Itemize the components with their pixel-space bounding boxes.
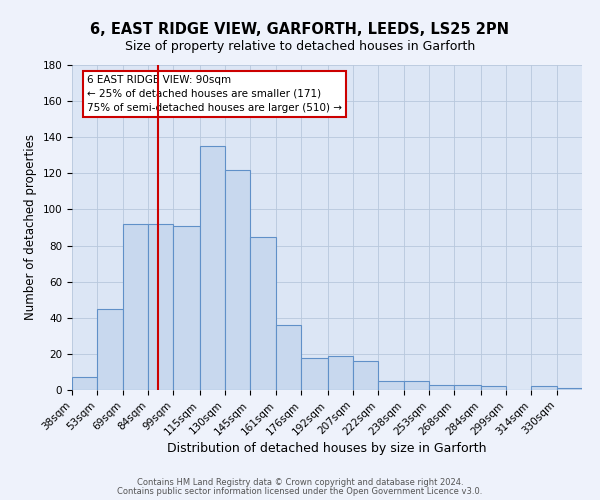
Bar [277,325,301,390]
Bar [225,170,250,390]
Bar [454,384,481,390]
Bar [301,358,328,390]
Bar [124,224,148,390]
Bar [530,386,557,390]
X-axis label: Distribution of detached houses by size in Garforth: Distribution of detached houses by size … [167,442,487,455]
Bar [404,381,429,390]
Bar [148,224,173,390]
Text: Size of property relative to detached houses in Garforth: Size of property relative to detached ho… [125,40,475,53]
Bar [250,236,277,390]
Text: 6, EAST RIDGE VIEW, GARFORTH, LEEDS, LS25 2PN: 6, EAST RIDGE VIEW, GARFORTH, LEEDS, LS2… [91,22,509,38]
Bar [557,388,582,390]
Bar [377,381,404,390]
Bar [353,361,377,390]
Bar [200,146,225,390]
Text: Contains HM Land Registry data © Crown copyright and database right 2024.: Contains HM Land Registry data © Crown c… [137,478,463,487]
Bar [72,378,97,390]
Bar [97,308,124,390]
Bar [429,384,454,390]
Bar [328,356,353,390]
Text: Contains public sector information licensed under the Open Government Licence v3: Contains public sector information licen… [118,487,482,496]
Bar [173,226,200,390]
Y-axis label: Number of detached properties: Number of detached properties [24,134,37,320]
Text: 6 EAST RIDGE VIEW: 90sqm
← 25% of detached houses are smaller (171)
75% of semi-: 6 EAST RIDGE VIEW: 90sqm ← 25% of detach… [88,74,342,113]
Bar [481,386,506,390]
